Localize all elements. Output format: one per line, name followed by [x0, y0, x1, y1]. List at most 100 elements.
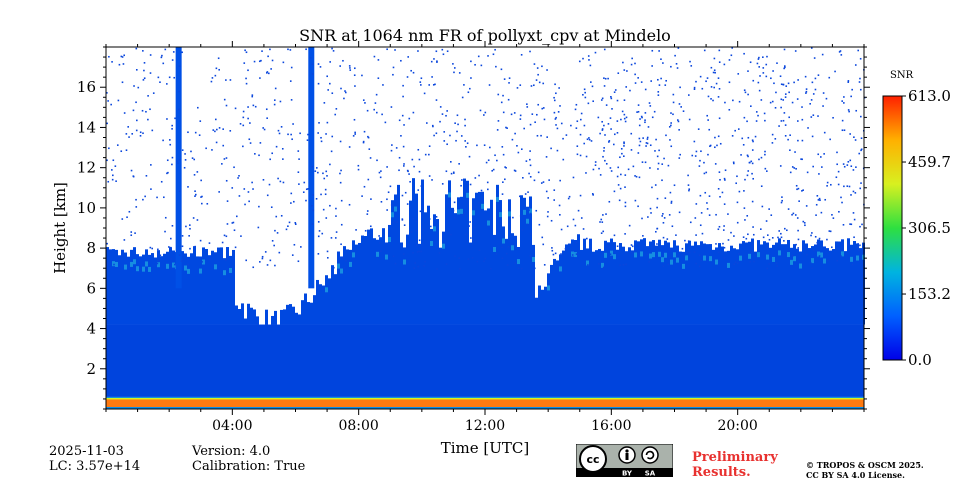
- noise-pixel: [374, 102, 377, 104]
- noise-pixel: [557, 111, 560, 113]
- noise-pixel: [698, 254, 701, 256]
- noise-pixel: [553, 99, 556, 102]
- noise-pixel: [524, 193, 527, 195]
- noise-pixel: [378, 235, 380, 237]
- noise-pixel: [555, 92, 557, 95]
- noise-pixel: [441, 48, 444, 51]
- noise-pixel: [538, 81, 541, 84]
- noise-pixel: [205, 147, 207, 150]
- aerosol-column: [337, 251, 340, 325]
- aerosol-column: [166, 251, 169, 325]
- layer-highlight: [202, 259, 205, 265]
- aerosol-column: [154, 257, 157, 325]
- noise-pixel: [662, 221, 665, 224]
- noise-pixel: [271, 240, 274, 242]
- noise-pixel: [848, 185, 851, 188]
- noise-pixel: [834, 70, 836, 73]
- noise-pixel: [551, 249, 554, 252]
- noise-pixel: [311, 73, 314, 75]
- noise-pixel: [619, 264, 621, 266]
- noise-pixel: [184, 159, 187, 161]
- noise-pixel: [395, 147, 398, 149]
- noise-pixel: [464, 233, 467, 236]
- noise-pixel: [638, 144, 641, 147]
- noise-pixel: [160, 56, 163, 59]
- noise-pixel: [500, 68, 503, 71]
- aerosol-column: [646, 246, 649, 325]
- noise-pixel: [855, 109, 858, 112]
- noise-pixel: [537, 171, 540, 174]
- aerosol-column: [778, 238, 781, 325]
- noise-pixel: [410, 231, 413, 233]
- noise-pixel: [387, 191, 390, 194]
- aerosol-column: [622, 246, 625, 325]
- noise-pixel: [764, 119, 766, 122]
- noise-pixel: [541, 65, 543, 68]
- noise-pixel: [107, 100, 109, 102]
- noise-pixel: [677, 120, 680, 123]
- noise-pixel: [665, 79, 667, 82]
- noise-pixel: [166, 118, 168, 120]
- aerosol-column: [274, 310, 277, 325]
- noise-pixel: [556, 265, 559, 268]
- noise-pixel: [181, 51, 183, 54]
- noise-pixel: [679, 86, 681, 89]
- noise-pixel: [280, 126, 283, 128]
- noise-pixel: [634, 82, 637, 84]
- noise-pixel: [550, 147, 552, 150]
- noise-pixel: [665, 134, 667, 137]
- noise-pixel: [605, 162, 608, 165]
- noise-pixel: [613, 91, 616, 93]
- noise-pixel: [446, 110, 448, 112]
- aerosol-column: [313, 295, 316, 325]
- noise-pixel: [348, 203, 351, 206]
- layer-highlight: [640, 251, 643, 257]
- layer-highlight: [493, 246, 496, 252]
- noise-pixel: [212, 129, 215, 131]
- noise-pixel: [331, 135, 334, 138]
- aerosol-column: [814, 244, 817, 325]
- noise-pixel: [828, 230, 831, 232]
- noise-pixel: [268, 183, 271, 186]
- noise-pixel: [170, 237, 172, 240]
- noise-pixel: [547, 197, 550, 199]
- aerosol-column: [739, 243, 742, 325]
- noise-pixel: [349, 67, 351, 69]
- noise-pixel: [297, 150, 300, 152]
- noise-pixel: [805, 92, 807, 94]
- noise-pixel: [603, 150, 605, 152]
- preliminary-results-note: Preliminary Results.: [692, 450, 778, 480]
- aerosol-column: [487, 208, 490, 325]
- layer-highlight: [214, 264, 217, 270]
- noise-pixel: [290, 202, 292, 204]
- noise-pixel: [590, 140, 593, 142]
- noise-pixel: [489, 217, 492, 220]
- noise-pixel: [757, 81, 760, 84]
- noise-pixel: [743, 116, 746, 119]
- noise-pixel: [616, 99, 619, 102]
- layer-highlight: [466, 192, 469, 198]
- layer-highlight: [508, 211, 511, 217]
- noise-pixel: [782, 83, 785, 86]
- aerosol-column: [793, 244, 796, 325]
- noise-pixel: [661, 215, 664, 217]
- noise-pixel: [545, 190, 548, 193]
- noise-pixel: [662, 265, 665, 268]
- noise-pixel: [533, 84, 535, 87]
- noise-pixel: [728, 81, 731, 84]
- noise-pixel: [357, 168, 360, 171]
- noise-pixel: [601, 129, 604, 131]
- noise-pixel: [639, 140, 642, 143]
- noise-pixel: [340, 223, 343, 226]
- layer-highlight: [523, 209, 526, 215]
- noise-pixel: [529, 212, 532, 215]
- noise-pixel: [656, 206, 658, 209]
- aerosol-column: [571, 239, 574, 325]
- noise-pixel: [701, 232, 704, 235]
- aerosol-column: [757, 240, 760, 325]
- noise-pixel: [630, 244, 633, 246]
- noise-pixel: [282, 158, 284, 160]
- aerosol-column: [742, 241, 745, 325]
- noise-pixel: [704, 191, 707, 194]
